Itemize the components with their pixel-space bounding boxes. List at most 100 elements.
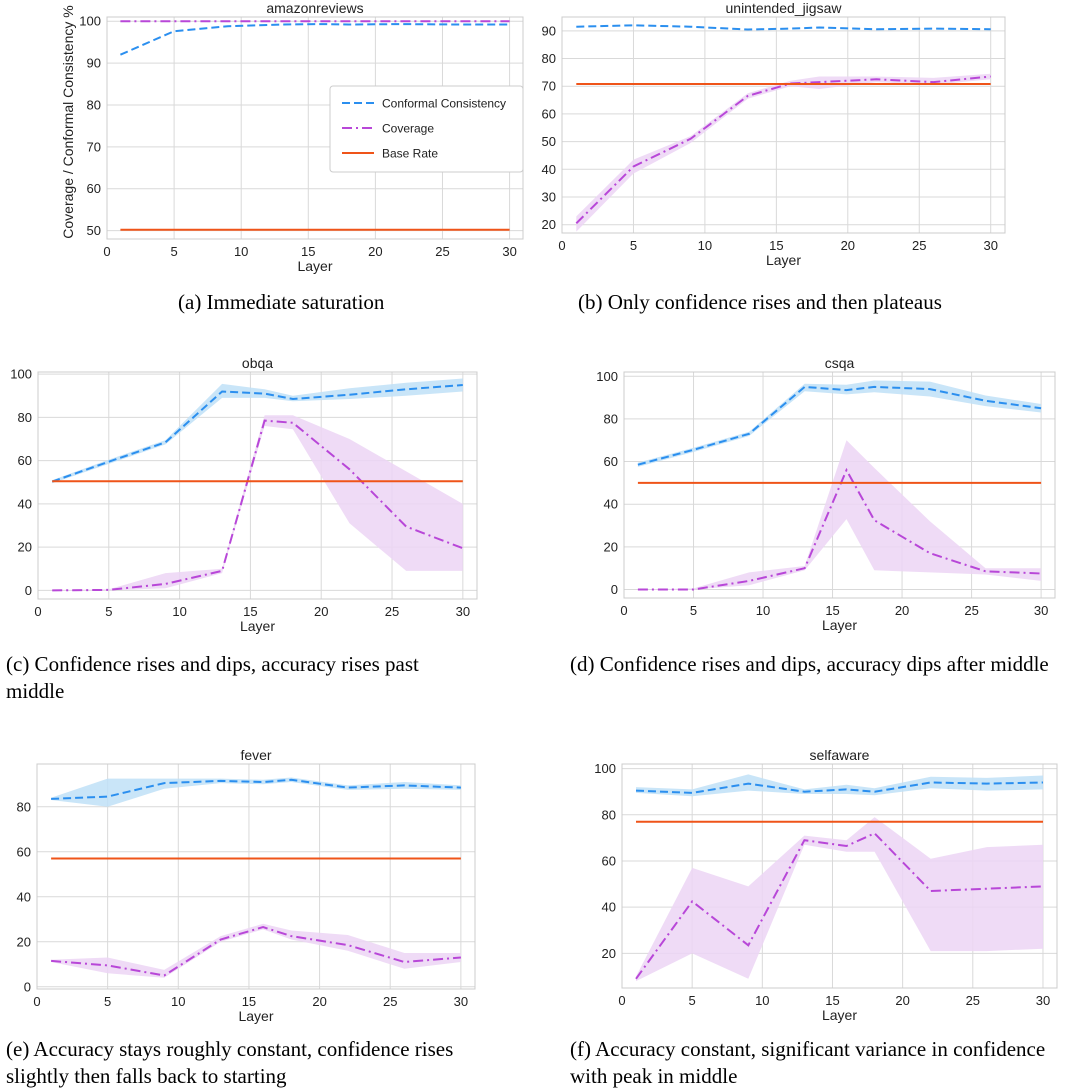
series-line-conformal-consistency: [119, 23, 510, 56]
band-coverage: [636, 817, 1043, 982]
caption-c: (c) Confidence rises and dips, accuracy …: [6, 652, 419, 703]
x-tick-label: 15: [301, 244, 315, 259]
x-tick-label: 20: [841, 238, 855, 253]
y-tick-label: 60: [18, 453, 32, 468]
y-tick-label: 90: [87, 56, 101, 71]
x-tick-label: 15: [769, 238, 783, 253]
y-tick-label: 100: [10, 367, 32, 382]
x-tick-label: 10: [172, 604, 186, 619]
chart-5: 0 5 10 15 20 25 30 20 40 60 80 100 selfaware Layer: [594, 747, 1058, 1023]
plot-frame: [561, 16, 1006, 234]
plot-frame: [36, 763, 476, 990]
series-line-coverage: [637, 467, 1042, 591]
band-coverage: [576, 73, 991, 232]
x-tick-label: 15: [825, 603, 839, 618]
y-tick-label: 20: [542, 217, 556, 232]
chart-4: 0 5 10 15 20 25 30 0 20 40 60 80 fever Layer: [17, 747, 476, 1024]
x-axis-label: Layer: [240, 618, 275, 634]
x-tick-label: 30: [502, 244, 516, 259]
x-tick-label: 0: [618, 993, 625, 1008]
y-tick-label: 40: [17, 889, 31, 904]
x-tick-label: 20: [895, 603, 909, 618]
y-tick-label: 0: [24, 979, 31, 994]
plot-area: [562, 17, 1005, 233]
chart-2: 0 5 10 15 20 25 30 0 20 40 60 80 100 obqa Layer: [10, 355, 478, 634]
plot-frame: [37, 371, 478, 600]
caption-d: (d) Confidence rises and dips, accuracy …: [570, 652, 1049, 676]
x-tick-label: 10: [756, 603, 770, 618]
x-tick-label: 15: [825, 993, 839, 1008]
y-tick-label: 60: [87, 181, 101, 196]
x-tick-label: 30: [456, 604, 470, 619]
y-tick-label: 60: [604, 454, 618, 469]
caption-a: (a) Immediate saturation: [178, 290, 385, 314]
x-tick-label: 20: [314, 604, 328, 619]
band-coverage: [637, 440, 1042, 590]
legend-entry-conformal-consistency: Conformal Consistency: [382, 97, 506, 111]
series-line-conformal-consistency: [51, 778, 461, 800]
x-tick-label: 20: [368, 244, 382, 259]
x-tick-label: 5: [104, 994, 111, 1009]
x-axis-label: Layer: [822, 1007, 857, 1023]
chart-title: selfaware: [810, 747, 870, 763]
y-tick-label: 80: [87, 97, 101, 112]
x-tick-label: 5: [689, 993, 696, 1008]
x-tick-label: 25: [383, 994, 397, 1009]
x-tick-label: 30: [1034, 603, 1048, 618]
x-axis-label: Layer: [238, 1008, 273, 1024]
plot-frame: [623, 371, 1056, 599]
legend-entry-coverage: Coverage: [382, 122, 434, 136]
x-tick-label: 20: [895, 993, 909, 1008]
y-tick-label: 40: [604, 497, 618, 512]
x-tick-label: 10: [755, 993, 769, 1008]
chart-title: fever: [240, 747, 271, 763]
legend: Conformal Consistency Coverage Base Rate: [329, 85, 524, 173]
x-tick-label: 20: [312, 994, 326, 1009]
x-tick-label: 0: [34, 604, 41, 619]
y-axis-label: Coverage / Conformal Consistency %: [60, 5, 76, 238]
caption-e: (e) Accuracy stays roughly constant, con…: [6, 1037, 454, 1088]
caption-f: (f) Accuracy constant, significant varia…: [570, 1037, 1046, 1088]
y-tick-label: 50: [542, 134, 556, 149]
chart-title: obqa: [242, 355, 273, 371]
y-tick-label: 70: [542, 79, 556, 94]
x-tick-label: 0: [558, 238, 565, 253]
x-axis-label: Layer: [297, 258, 332, 274]
x-tick-label: 0: [103, 244, 110, 259]
y-tick-label: 50: [87, 223, 101, 238]
x-axis-label: Layer: [822, 617, 857, 633]
legend-entry-base-rate: Base Rate: [382, 147, 438, 161]
y-tick-label: 100: [596, 369, 618, 384]
x-tick-label: 10: [171, 994, 185, 1009]
x-tick-label: 10: [234, 244, 248, 259]
x-tick-label: 5: [170, 244, 177, 259]
series-line-coverage: [635, 832, 1044, 980]
series-line-coverage: [51, 926, 461, 977]
band-coverage: [51, 923, 461, 978]
y-tick-label: 20: [604, 539, 618, 554]
chart-0: 0 5 10 15 20 25 30 50 60 70 80 90 100 amazonreviews La…: [60, 0, 524, 274]
series-line-conformal-consistency: [637, 385, 1042, 466]
y-tick-label: 70: [87, 139, 101, 154]
x-tick-label: 30: [454, 994, 468, 1009]
y-tick-label: 40: [542, 162, 556, 177]
chart-title: unintended_jigsaw: [726, 0, 843, 16]
x-tick-label: 25: [964, 603, 978, 618]
y-tick-label: 0: [611, 582, 618, 597]
y-tick-label: 40: [602, 900, 616, 915]
x-tick-label: 0: [620, 603, 627, 618]
x-tick-label: 5: [690, 603, 697, 618]
y-tick-label: 60: [17, 844, 31, 859]
y-tick-label: 100: [79, 14, 101, 29]
plot-frame: [621, 763, 1058, 989]
chart-3: 0 5 10 15 20 25 30 0 20 40 60 80 100 csqa Layer: [596, 355, 1056, 633]
y-tick-label: 80: [602, 807, 616, 822]
y-tick-label: 80: [604, 411, 618, 426]
y-tick-label: 80: [18, 410, 32, 425]
series-line-coverage: [52, 419, 464, 592]
x-tick-label: 15: [242, 994, 256, 1009]
x-tick-label: 5: [630, 238, 637, 253]
y-tick-label: 30: [542, 190, 556, 205]
y-tick-label: 90: [542, 23, 556, 38]
